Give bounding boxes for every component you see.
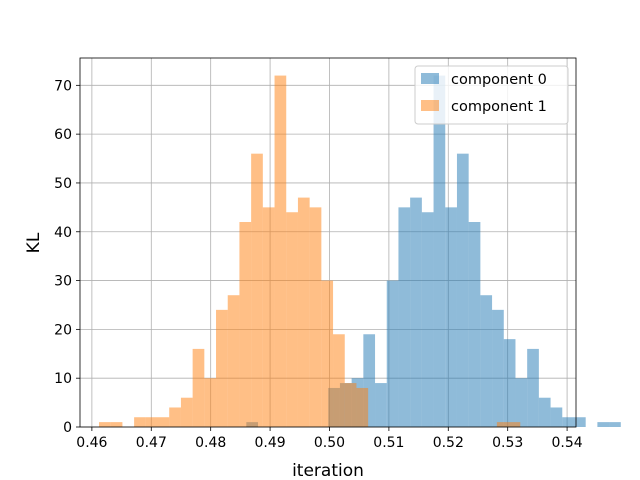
x-tick-label: 0.53 — [492, 435, 523, 451]
x-tick-label: 0.50 — [314, 435, 345, 451]
histogram-bar — [508, 422, 521, 427]
histogram-bar — [286, 212, 298, 427]
x-tick-label: 0.47 — [136, 435, 167, 451]
histogram-bar — [398, 207, 411, 427]
histogram-bar — [492, 309, 504, 427]
y-tick-label: 30 — [54, 274, 72, 290]
histogram-bar — [169, 407, 181, 427]
y-tick-label: 50 — [54, 176, 72, 192]
legend-label-component-0: component 0 — [451, 72, 547, 88]
ticks-layer: 0.46 0.47 0.48 0.49 0.50 0.51 0.52 0.53 0.54 0 10 2… — [54, 78, 583, 451]
legend: component 0 component 1 — [414, 65, 569, 125]
histogram-bar — [496, 422, 509, 427]
histogram-bar — [375, 383, 387, 427]
histogram-bar — [356, 387, 369, 427]
histogram-bar — [410, 197, 422, 427]
histogram-bar — [503, 339, 516, 427]
x-tick-label: 0.46 — [76, 435, 107, 451]
histogram-bar — [262, 207, 275, 427]
x-tick-label: 0.51 — [373, 435, 404, 451]
y-tick-label: 0 — [63, 420, 72, 436]
histogram-bar — [550, 407, 563, 427]
histogram-bar — [538, 397, 551, 427]
histogram-bar — [421, 212, 434, 427]
histogram-bar — [145, 417, 158, 427]
y-tick-label: 60 — [54, 127, 72, 143]
histogram-bar — [445, 207, 457, 427]
histogram-bar — [573, 417, 586, 427]
histogram-bar — [99, 422, 111, 427]
histogram-bar — [192, 348, 205, 427]
x-tick-label: 0.48 — [195, 435, 226, 451]
histogram-bar — [216, 309, 228, 427]
series-component-1 — [99, 75, 521, 428]
series-component-0 — [246, 75, 621, 428]
histogram-bar — [297, 197, 310, 427]
histogram-bar — [309, 207, 322, 427]
histogram-bar — [251, 153, 263, 427]
y-tick-label: 70 — [54, 78, 72, 94]
histogram-bar — [386, 280, 399, 427]
x-axis-label: iteration — [292, 461, 364, 480]
legend-label-component-1: component 1 — [451, 99, 547, 115]
histogram-bar — [480, 295, 493, 427]
histogram-bar — [239, 222, 252, 427]
legend-frame — [414, 65, 569, 125]
histogram-bar — [468, 222, 481, 427]
histogram-bar — [344, 383, 357, 427]
histogram-bar — [110, 422, 123, 427]
histogram-bar — [363, 334, 376, 427]
bars-layer — [99, 75, 621, 428]
x-tick-label: 0.54 — [552, 435, 583, 451]
histogram-bar — [527, 348, 539, 427]
histogram-bar — [274, 75, 287, 428]
histogram-bar — [609, 422, 621, 427]
x-tick-label: 0.52 — [433, 435, 464, 451]
plot-frame — [79, 57, 577, 428]
histogram-bar — [157, 417, 170, 427]
histogram-bar — [227, 295, 240, 427]
histogram-bar — [597, 422, 610, 427]
histogram-bar — [456, 153, 469, 427]
y-tick-label: 10 — [54, 371, 72, 387]
y-axis-label: KL — [24, 232, 44, 253]
histogram-bar — [333, 334, 345, 427]
histogram-bar — [204, 378, 217, 427]
histogram-bar — [515, 378, 528, 427]
legend-swatch-component-1 — [421, 100, 439, 111]
histogram-bar — [321, 280, 334, 427]
histogram-bar — [433, 75, 446, 428]
histogram-bar — [134, 417, 146, 427]
y-tick-label: 40 — [54, 225, 72, 241]
histogram-bar — [562, 417, 574, 427]
legend-swatch-component-0 — [421, 73, 439, 84]
histogram-bar — [180, 397, 193, 427]
y-tick-label: 20 — [54, 322, 72, 338]
x-tick-label: 0.49 — [254, 435, 285, 451]
